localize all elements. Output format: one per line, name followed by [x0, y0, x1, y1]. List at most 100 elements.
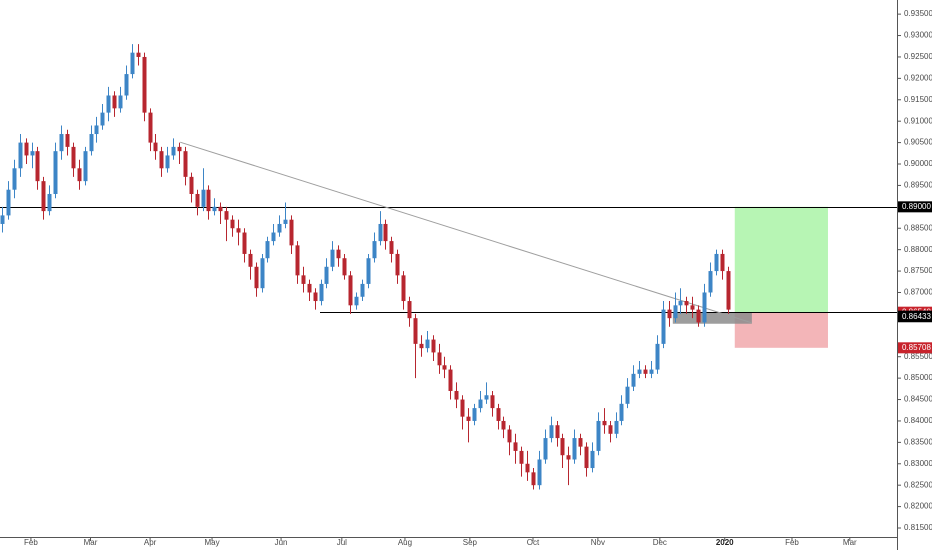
- candle-body: [678, 301, 683, 306]
- y-tick-label: 0.88000: [904, 245, 932, 254]
- x-tick-label: Jul: [337, 538, 347, 547]
- candle-body: [324, 266, 329, 284]
- candle-body: [478, 399, 483, 409]
- x-tick-label: Aug: [398, 538, 412, 547]
- candle-body: [726, 271, 731, 310]
- candle-body: [319, 283, 324, 302]
- price-badge-label: 0.89000: [902, 202, 931, 211]
- candle-body: [372, 241, 377, 259]
- x-tick-label: Feb: [24, 538, 38, 547]
- candle-body: [53, 151, 58, 194]
- y-tick-label: 0.84000: [904, 416, 932, 425]
- candle-body: [608, 425, 613, 434]
- candle-body: [289, 219, 294, 246]
- y-tick-label: 0.82000: [904, 502, 932, 511]
- candle-body: [460, 399, 465, 417]
- y-tick-label: 0.81500: [904, 523, 932, 532]
- candle-body: [667, 309, 672, 319]
- candle-body: [165, 155, 170, 169]
- candle-body: [507, 429, 512, 443]
- candle-body: [720, 253, 725, 272]
- candle-body: [501, 420, 506, 430]
- candle-body: [572, 438, 577, 460]
- candle-body: [106, 95, 111, 113]
- candle-body: [354, 296, 359, 306]
- candle-body: [218, 206, 223, 212]
- x-tick-label: Oct: [527, 538, 540, 547]
- candle-body: [684, 301, 689, 306]
- candle-body: [395, 253, 400, 276]
- candle-body: [265, 241, 270, 259]
- candle-body: [330, 249, 335, 267]
- candle-body: [619, 403, 624, 421]
- price-badge: [898, 201, 932, 213]
- candle-body: [466, 416, 471, 421]
- candle-body: [260, 258, 265, 289]
- candle-body: [431, 339, 436, 353]
- candle-body: [65, 134, 70, 147]
- candle-body: [378, 223, 383, 242]
- candle-body: [425, 339, 430, 349]
- candle-body: [437, 352, 442, 366]
- x-tick-label: Dec: [653, 538, 667, 547]
- candle-body: [242, 232, 247, 254]
- candle-body: [383, 223, 388, 242]
- candle-body: [83, 151, 88, 182]
- price-badge: [898, 311, 932, 323]
- candle-body: [230, 219, 235, 229]
- candle-body: [490, 395, 495, 409]
- candle-body: [124, 74, 129, 96]
- candle-body: [195, 193, 200, 207]
- y-tick-label: 0.84500: [904, 395, 932, 404]
- candle-body: [348, 275, 353, 306]
- candle-body: [183, 151, 188, 177]
- candle-body: [6, 189, 11, 216]
- candle-body: [118, 95, 123, 109]
- candle-body: [112, 95, 117, 109]
- candle-body: [448, 369, 453, 391]
- candle-body: [578, 438, 583, 447]
- candle-body: [283, 219, 288, 224]
- candle-body: [148, 112, 153, 143]
- candle-body: [419, 343, 424, 349]
- x-tick-label: Mar: [843, 538, 857, 547]
- candle-body: [153, 142, 158, 152]
- candle-body: [590, 450, 595, 469]
- y-tick-label: 0.85000: [904, 373, 932, 382]
- candle-body: [602, 420, 607, 426]
- candle-body: [94, 125, 99, 135]
- candle-body: [59, 134, 64, 152]
- candle-body: [519, 450, 524, 464]
- candle-body: [360, 283, 365, 297]
- profit-zone: [734, 206, 828, 313]
- price-badge-label: 0.85708: [902, 343, 931, 352]
- candle-body: [159, 151, 164, 169]
- candle-body: [301, 275, 306, 284]
- candle-body: [307, 283, 312, 293]
- candle-body: [631, 373, 636, 387]
- candle-body: [496, 408, 501, 421]
- y-tick-label: 0.83000: [904, 459, 932, 468]
- candle-body: [248, 253, 253, 267]
- x-tick-label: Mar: [84, 538, 98, 547]
- x-tick-label: Apr: [144, 538, 157, 547]
- candle-body: [136, 52, 141, 57]
- y-tick-label: 0.83500: [904, 437, 932, 446]
- y-tick-label: 0.85500: [904, 352, 932, 361]
- y-tick-label: 0.92000: [904, 73, 932, 82]
- candle-body: [690, 305, 695, 310]
- candle-body: [696, 309, 701, 323]
- candle-body: [30, 151, 35, 156]
- candle-body: [295, 245, 300, 276]
- y-tick-label: 0.93000: [904, 31, 932, 40]
- candle-body: [100, 112, 105, 126]
- x-tick-label: May: [204, 538, 219, 547]
- candle-body: [537, 459, 542, 486]
- candle-body: [313, 292, 318, 302]
- x-tick-label: Jun: [275, 538, 288, 547]
- candle-body: [560, 438, 565, 456]
- candle-body: [525, 463, 530, 473]
- candle-body: [18, 142, 23, 169]
- y-tick-label: 0.87000: [904, 288, 932, 297]
